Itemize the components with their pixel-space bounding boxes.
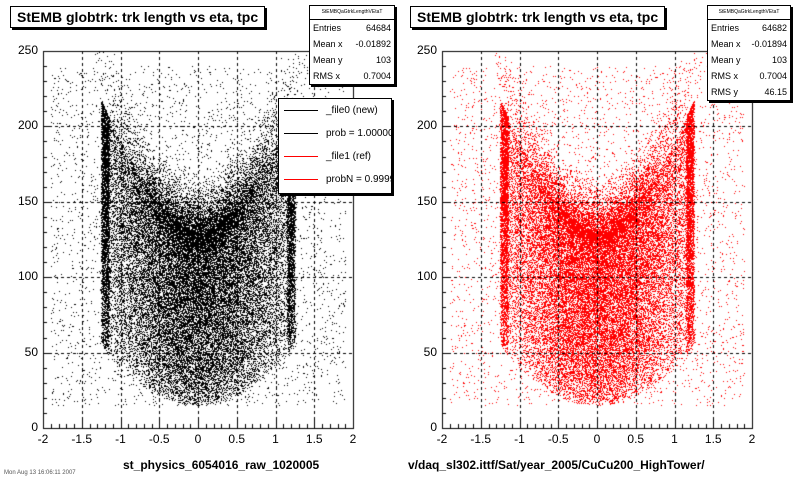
y-tick-label: 50: [24, 344, 38, 359]
x-tick-label: -0.5: [148, 432, 170, 446]
x-axis-title-right: v/daq_sl302.ittf/Sat/year_2005/CuCu200_H…: [408, 458, 705, 472]
y-tick-label: 50: [423, 344, 437, 359]
stats-row: RMS x 0.7004: [711, 71, 787, 81]
y-tick-label: 150: [416, 193, 437, 208]
y-tick-label: 200: [17, 118, 38, 133]
stats-row: Mean x -0.01892: [313, 39, 391, 49]
legend-entry: _file0 (new): [279, 99, 391, 122]
y-tick-label: 200: [416, 118, 437, 133]
stats-row: RMS y 46.15: [711, 87, 787, 97]
x-tick-label: -0.5: [547, 432, 569, 446]
y-tick-label: 100: [416, 269, 437, 284]
stats-box-left: StEMBQaGtrkLengthVEtaT Entries 64684 Mean…: [309, 5, 395, 85]
stats-row: Mean y 103: [711, 55, 787, 65]
stats-name: StEMBQaGtrkLengthVEtaT: [708, 6, 790, 20]
stats-row: RMS x 0.7004: [313, 71, 391, 81]
x-axis-title-left: st_physics_6054016_raw_1020005: [123, 458, 320, 472]
stats-name: StEMBQaGtrkLengthVEtaT: [310, 6, 394, 20]
x-tick-label: -2: [436, 432, 448, 446]
legend-entry: probN = 0.999999: [279, 168, 391, 191]
x-tick-label: 0: [593, 432, 601, 446]
stats-row: Mean y 103: [313, 55, 391, 65]
x-tick-label: -1: [514, 432, 525, 446]
y-tick-label: 250: [17, 43, 38, 57]
x-tick-label: 2: [748, 432, 756, 446]
x-tick-label: 0.5: [627, 432, 645, 446]
stats-row: Entries 64684: [313, 23, 391, 33]
legend-line-icon: [284, 156, 318, 157]
x-tick-label: 2: [349, 432, 357, 446]
stats-row: Mean x -0.01894: [711, 39, 787, 49]
x-tick-label: 1: [671, 432, 678, 446]
x-tick-label: 1.5: [305, 432, 323, 446]
y-tick-label: 0: [31, 420, 38, 434]
x-tick-label: -1.5: [71, 432, 93, 446]
x-tick-label: -1.5: [470, 432, 492, 446]
legend-line-icon: [284, 133, 318, 134]
legend-line-icon: [284, 110, 318, 111]
timestamp-footer: Mon Aug 13 16:06:11 2007: [4, 470, 76, 476]
x-tick-label: -2: [37, 432, 49, 446]
x-tick-label: -1: [115, 432, 126, 446]
y-tick-label: 100: [17, 269, 38, 284]
stats-box-right: StEMBQaGtrkLengthVEtaT Entries 64682 Mean…: [707, 5, 791, 101]
legend-entry: prob = 1.000000: [279, 122, 391, 145]
x-tick-label: 0: [194, 432, 202, 446]
legend-line-icon: [284, 179, 318, 180]
legend-box: _file0 (new) prob = 1.000000 _file1 (ref…: [278, 98, 392, 194]
x-tick-label: 1: [272, 432, 279, 446]
x-tick-label: 1.5: [704, 432, 722, 446]
y-tick-label: 250: [416, 43, 437, 57]
stats-row: Entries 64682: [711, 23, 787, 33]
y-tick-label: 0: [430, 420, 437, 434]
chart-title-right: StEMB globtrk: trk length vs eta, tpc: [410, 6, 666, 28]
legend-entry: _file1 (ref): [279, 145, 391, 168]
x-tick-label: 0.5: [228, 432, 246, 446]
chart-title-left: StEMB globtrk: trk length vs eta, tpc: [10, 6, 266, 28]
y-tick-label: 150: [17, 193, 38, 208]
